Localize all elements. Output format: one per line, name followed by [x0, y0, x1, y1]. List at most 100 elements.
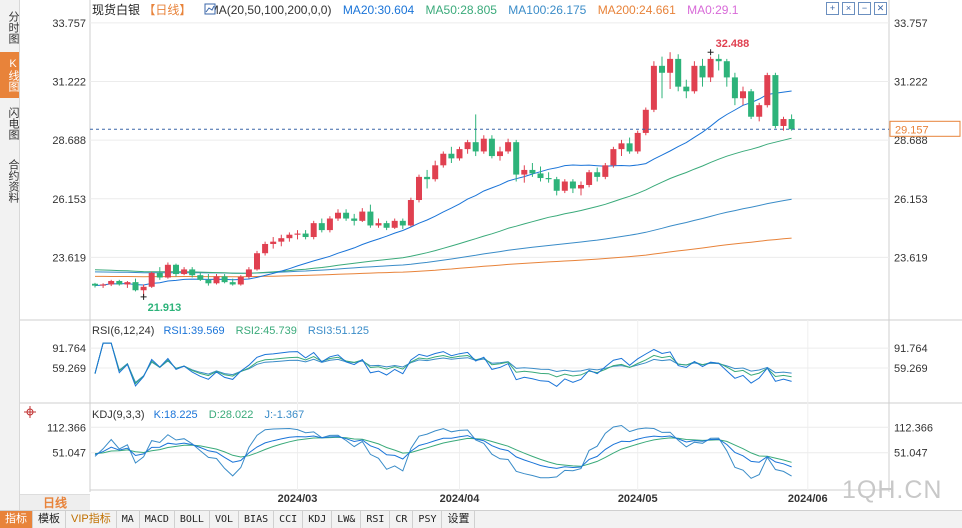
candle[interactable]: [229, 278, 236, 286]
candle[interactable]: [391, 218, 398, 229]
candle[interactable]: [756, 102, 763, 122]
indicator-tab-4[interactable]: MACD: [140, 511, 175, 528]
candle[interactable]: [521, 165, 528, 183]
candle[interactable]: [237, 275, 244, 286]
candle[interactable]: [326, 216, 333, 233]
candle[interactable]: [748, 88, 755, 120]
candle[interactable]: [731, 72, 738, 106]
indicator-tab-0[interactable]: 指标: [0, 511, 33, 528]
candle[interactable]: [205, 274, 212, 286]
candle[interactable]: [707, 56, 714, 83]
candle[interactable]: [351, 213, 358, 226]
candle[interactable]: [254, 250, 260, 271]
candle[interactable]: [100, 283, 107, 288]
indicator-tab-5[interactable]: BOLL: [175, 511, 210, 528]
indicator-tab-14[interactable]: 设置: [442, 511, 476, 528]
candle[interactable]: [245, 267, 252, 279]
candle[interactable]: [189, 267, 196, 278]
candle[interactable]: [772, 72, 779, 129]
candle[interactable]: [634, 130, 641, 154]
candle[interactable]: [610, 146, 617, 168]
period-button[interactable]: 日线: [20, 494, 90, 511]
candlesticks[interactable]: [92, 52, 795, 297]
candle[interactable]: [667, 52, 674, 89]
candle[interactable]: [343, 209, 350, 221]
indicator-tab-9[interactable]: KDJ: [303, 511, 333, 528]
candle[interactable]: [586, 169, 593, 188]
candle[interactable]: [659, 56, 665, 99]
candle[interactable]: [505, 138, 512, 154]
candle[interactable]: [407, 197, 414, 227]
candle[interactable]: [780, 116, 787, 131]
candle[interactable]: [383, 220, 390, 231]
indicator-tab-8[interactable]: CCI: [274, 511, 304, 528]
candle[interactable]: [740, 86, 746, 106]
candle[interactable]: [432, 160, 439, 182]
candle[interactable]: [270, 237, 277, 249]
candle[interactable]: [529, 163, 536, 177]
candle[interactable]: [440, 151, 447, 168]
candle[interactable]: [715, 54, 722, 71]
candle[interactable]: [488, 135, 495, 159]
candle[interactable]: [626, 137, 633, 154]
candle[interactable]: [221, 274, 228, 284]
candle[interactable]: [148, 271, 155, 288]
candle[interactable]: [375, 218, 382, 228]
close-icon[interactable]: ✕: [874, 2, 887, 15]
candle[interactable]: [156, 267, 163, 280]
indicator-tab-3[interactable]: MA: [117, 511, 140, 528]
candle[interactable]: [132, 278, 139, 292]
candle[interactable]: [399, 218, 406, 229]
sidebar-tab-2[interactable]: 闪电图: [7, 106, 19, 140]
indicator-tab-11[interactable]: RSI: [361, 511, 391, 528]
candle[interactable]: [602, 163, 609, 180]
candle[interactable]: [416, 174, 422, 203]
candle[interactable]: [618, 139, 625, 157]
candle[interactable]: [108, 279, 115, 287]
candle[interactable]: [788, 114, 795, 131]
candle[interactable]: [513, 139, 520, 182]
candle[interactable]: [424, 169, 431, 189]
candle[interactable]: [497, 146, 503, 161]
candle[interactable]: [569, 179, 576, 194]
candle[interactable]: [335, 209, 341, 221]
candle[interactable]: [92, 282, 98, 288]
candle[interactable]: [262, 241, 269, 256]
candle[interactable]: [723, 58, 730, 87]
candle[interactable]: [359, 208, 366, 222]
candle[interactable]: [537, 166, 544, 182]
candle[interactable]: [650, 61, 657, 113]
candle[interactable]: [310, 220, 317, 240]
candle[interactable]: [480, 135, 487, 154]
candle[interactable]: [683, 79, 690, 99]
candle[interactable]: [456, 146, 463, 161]
candle[interactable]: [181, 267, 188, 276]
candle[interactable]: [278, 234, 285, 247]
indicator-tab-7[interactable]: BIAS: [239, 511, 275, 528]
candle[interactable]: [675, 54, 682, 92]
indicator-tab-2[interactable]: VIP指标: [66, 511, 117, 528]
candle[interactable]: [561, 179, 568, 194]
indicator-tab-1[interactable]: 模板: [33, 511, 66, 528]
candle[interactable]: [124, 280, 131, 288]
candle[interactable]: [642, 107, 649, 136]
candle[interactable]: [448, 146, 455, 163]
candle[interactable]: [594, 167, 601, 182]
indicator-tab-6[interactable]: VOL: [210, 511, 240, 528]
candle[interactable]: [213, 274, 220, 285]
indicator-tab-13[interactable]: PSY: [413, 511, 443, 528]
candle[interactable]: [197, 272, 204, 281]
candle[interactable]: [699, 58, 706, 87]
indicator-tab-12[interactable]: CR: [390, 511, 414, 528]
expand-icon[interactable]: +: [826, 2, 839, 15]
sidebar-tab-1[interactable]: K线图: [0, 52, 19, 98]
candle[interactable]: [764, 72, 771, 108]
candle[interactable]: [164, 262, 171, 279]
candle[interactable]: [472, 114, 479, 157]
candle[interactable]: [578, 181, 584, 196]
kdj-settings-icon[interactable]: [24, 406, 36, 418]
candle[interactable]: [286, 232, 293, 242]
minus-icon[interactable]: −: [858, 2, 871, 15]
candle[interactable]: [318, 218, 325, 233]
candle[interactable]: [553, 176, 560, 196]
